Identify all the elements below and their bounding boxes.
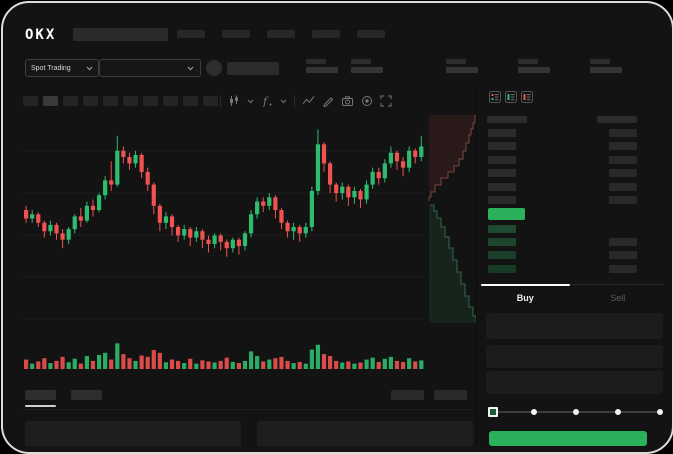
bottom-button-skeleton[interactable] xyxy=(391,390,424,400)
slider-handle[interactable] xyxy=(488,407,498,417)
interval-button-skeleton[interactable] xyxy=(143,96,158,106)
interval-button-skeleton[interactable] xyxy=(23,96,38,106)
bottom-tab-skeleton[interactable] xyxy=(25,390,56,400)
chevron-down-icon xyxy=(187,66,194,70)
ticker-stat-skeleton xyxy=(590,59,622,73)
tab-buy[interactable]: Buy xyxy=(479,284,572,307)
nav-item-skeleton[interactable] xyxy=(357,30,385,38)
divider xyxy=(294,95,295,107)
market-type-dropdown[interactable]: Spot Trading xyxy=(25,59,99,77)
slider-stop[interactable] xyxy=(573,409,579,415)
bid-row-skeleton[interactable] xyxy=(488,238,664,247)
logo-subtitle-skeleton xyxy=(73,28,168,41)
slider-stop[interactable] xyxy=(657,409,663,415)
ask-row-skeleton[interactable] xyxy=(488,182,664,191)
indicators-chevron[interactable] xyxy=(280,99,287,104)
trend-line-icon[interactable] xyxy=(302,95,315,107)
depth-overlay xyxy=(428,115,477,323)
interval-button-skeleton[interactable] xyxy=(103,96,118,106)
pair-name-skeleton xyxy=(227,62,279,75)
interval-button-skeleton[interactable] xyxy=(63,96,78,106)
bottom-button-skeleton[interactable] xyxy=(434,390,467,400)
draw-icon[interactable] xyxy=(322,95,334,107)
orderbook-view-toggles xyxy=(489,91,533,103)
content-panel-skeleton xyxy=(25,421,241,446)
content-panel-skeleton xyxy=(257,421,473,446)
nav-item-skeleton[interactable] xyxy=(222,30,250,38)
slider-stop[interactable] xyxy=(531,409,537,415)
ticker-stat-skeleton xyxy=(518,59,550,73)
pair-selector-dropdown[interactable] xyxy=(99,59,201,77)
fullscreen-icon[interactable] xyxy=(380,95,392,107)
interval-button-skeleton[interactable] xyxy=(183,96,198,106)
nav-item-skeleton[interactable] xyxy=(267,30,295,38)
indicators-icon[interactable]: f xyxy=(261,95,273,107)
camera-icon[interactable] xyxy=(341,95,354,107)
book-asks-icon[interactable] xyxy=(521,91,533,103)
ask-row-skeleton[interactable] xyxy=(488,129,664,137)
bid-row-skeleton[interactable] xyxy=(488,264,664,273)
order-input-skeleton[interactable] xyxy=(486,345,663,368)
book-combined-icon[interactable] xyxy=(489,91,501,103)
interval-buttons xyxy=(23,96,218,106)
candlestick-chart[interactable] xyxy=(23,121,425,333)
target-icon[interactable] xyxy=(361,95,373,107)
submit-order-button[interactable] xyxy=(489,431,647,446)
okx-logo: OKX xyxy=(25,27,57,43)
volume-bars xyxy=(24,343,424,369)
slider-stop[interactable] xyxy=(615,409,621,415)
chart-type-icon[interactable] xyxy=(228,95,240,107)
orderbook-header xyxy=(487,116,663,123)
market-type-label: Spot Trading xyxy=(31,64,71,72)
col-header-skeleton xyxy=(487,116,527,123)
bid-row-skeleton[interactable] xyxy=(488,225,664,233)
ask-row-skeleton[interactable] xyxy=(488,196,664,204)
active-tab-underline xyxy=(25,405,56,407)
chart-toolbar: f xyxy=(220,95,392,107)
panel-divider xyxy=(476,87,477,447)
interval-button-skeleton[interactable] xyxy=(163,96,178,106)
interval-button-skeleton[interactable] xyxy=(203,96,218,106)
order-input-skeleton[interactable] xyxy=(486,313,663,339)
last-price-badge[interactable] xyxy=(488,208,525,220)
ask-row-skeleton[interactable] xyxy=(488,169,664,178)
interval-button-skeleton[interactable] xyxy=(123,96,138,106)
order-input-skeleton[interactable] xyxy=(486,371,663,394)
divider xyxy=(23,409,473,410)
interval-button-skeleton[interactable] xyxy=(43,96,58,106)
divider xyxy=(220,95,221,107)
bottom-tabs xyxy=(25,390,102,400)
ticker-stat-skeleton xyxy=(446,59,478,73)
nav-item-skeleton[interactable] xyxy=(177,30,205,38)
nav-item-skeleton[interactable] xyxy=(312,30,340,38)
ticker-stats-group xyxy=(446,59,622,73)
chart-type-chevron[interactable] xyxy=(247,99,254,104)
bottom-content-panels xyxy=(25,421,473,446)
ticker-stat-skeleton xyxy=(351,59,383,73)
bid-row-skeleton[interactable] xyxy=(488,251,664,260)
interval-button-skeleton[interactable] xyxy=(83,96,98,106)
trade-side-tabs: Buy Sell xyxy=(479,284,664,307)
bottom-tab-skeleton[interactable] xyxy=(71,390,102,400)
bottom-action-buttons xyxy=(391,390,467,400)
ticker-stat-skeleton xyxy=(306,59,338,73)
svg-text:f: f xyxy=(262,95,269,107)
top-nav xyxy=(177,30,385,38)
amount-slider[interactable] xyxy=(488,407,663,417)
coin-avatar xyxy=(206,60,222,76)
chevron-down-icon xyxy=(86,66,93,70)
ask-row-skeleton[interactable] xyxy=(488,142,664,151)
tab-sell[interactable]: Sell xyxy=(610,293,626,303)
ticker-stats-group xyxy=(306,59,383,73)
book-bids-icon[interactable] xyxy=(505,91,517,103)
ask-row-skeleton[interactable] xyxy=(488,155,664,164)
col-header-skeleton xyxy=(597,116,637,123)
